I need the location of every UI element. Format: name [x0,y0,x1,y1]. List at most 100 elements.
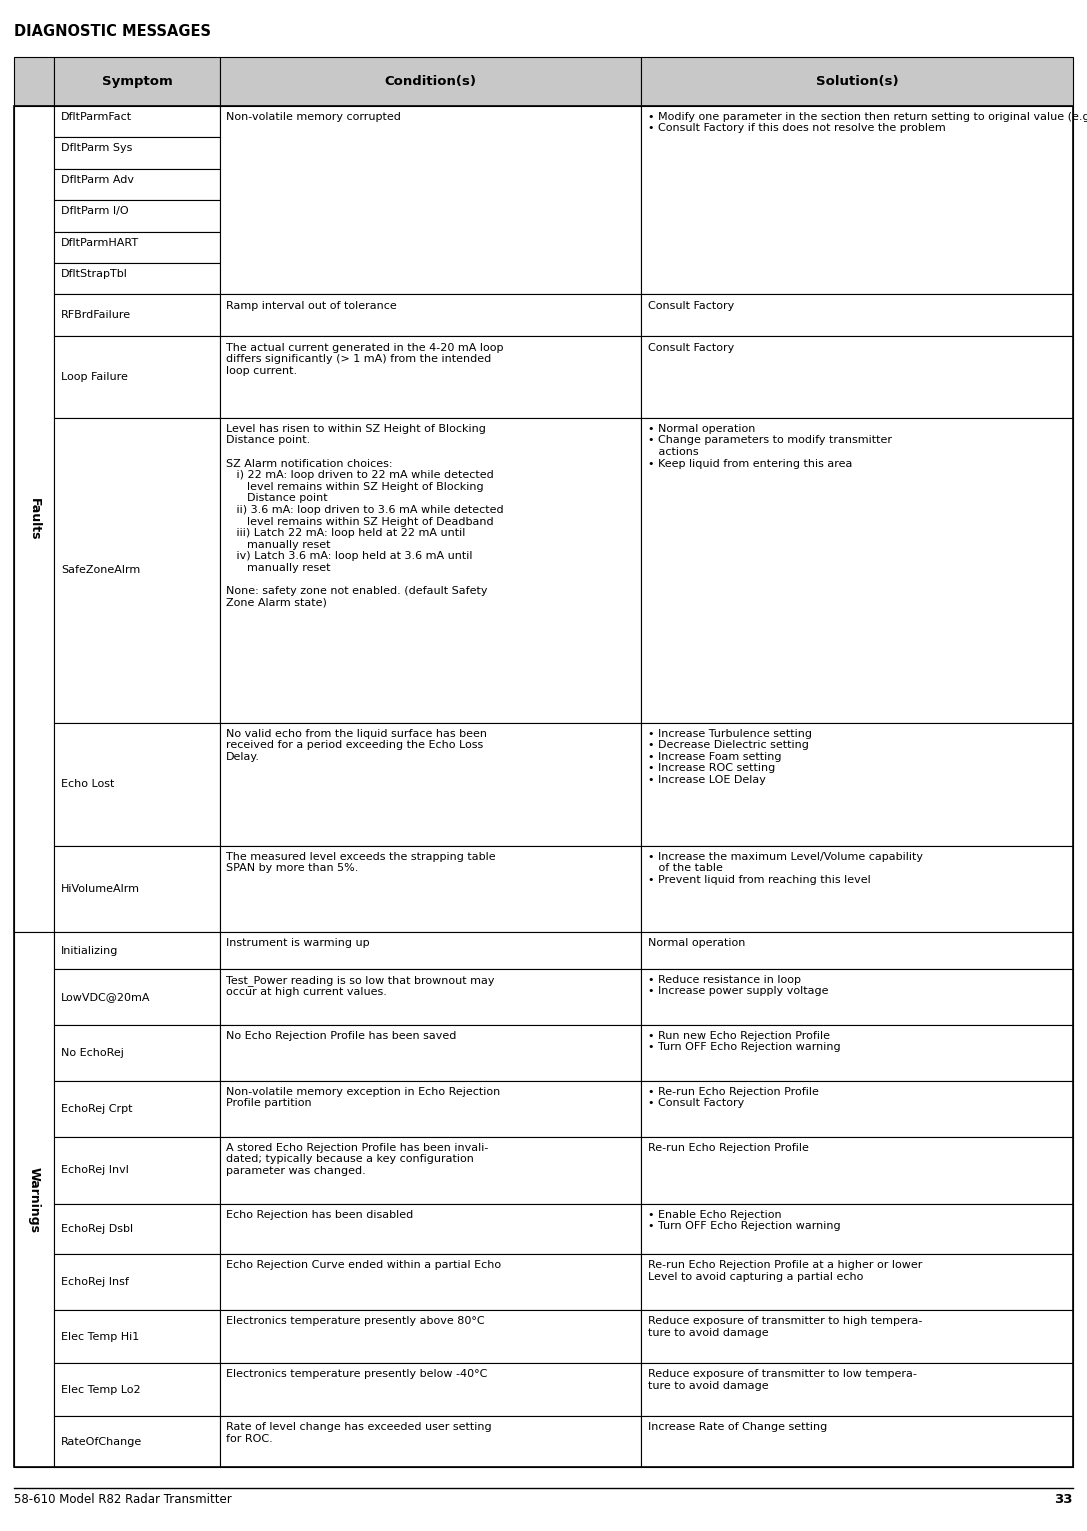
Bar [641,932,1073,969]
Text: Reduce exposure of transmitter to high tempera-
ture to avoid damage: Reduce exposure of transmitter to high t… [648,1317,922,1338]
Text: 33: 33 [1054,1493,1073,1505]
Bar [641,1416,1073,1467]
Text: Elec Temp Lo2: Elec Temp Lo2 [61,1384,140,1395]
Bar [641,1081,1073,1136]
Bar [54,1311,220,1363]
Text: Re-run Echo Rejection Profile at a higher or lower
Level to avoid capturing a pa: Re-run Echo Rejection Profile at a highe… [648,1260,922,1281]
Bar [220,1254,641,1311]
Text: Electronics temperature presently below -40°C: Electronics temperature presently below … [226,1369,487,1379]
Bar [220,1203,641,1254]
Bar [641,294,1073,337]
Text: RateOfChange: RateOfChange [61,1436,142,1447]
Text: • Increase Turbulence setting
• Decrease Dielectric setting
• Increase Foam sett: • Increase Turbulence setting • Decrease… [648,729,812,785]
Bar [54,337,220,418]
Bar [54,1081,220,1136]
Bar [641,418,1073,723]
Text: DfltParmHART: DfltParmHART [61,237,139,248]
Text: No EchoRej: No EchoRej [61,1047,124,1058]
Bar [220,57,641,106]
Bar [220,1136,641,1203]
Text: The actual current generated in the 4-20 mA loop
differs significantly (> 1 mA) : The actual current generated in the 4-20… [226,343,503,375]
Text: DfltParm Adv: DfltParm Adv [61,175,134,185]
Text: • Increase the maximum Level/Volume capability
   of the table
• Prevent liquid : • Increase the maximum Level/Volume capa… [648,851,923,885]
Text: Non-volatile memory corrupted: Non-volatile memory corrupted [226,112,401,122]
Text: EchoRej Crpt: EchoRej Crpt [61,1104,133,1113]
Bar [54,1024,220,1081]
Bar [641,1254,1073,1311]
Bar [641,1136,1073,1203]
Bar [54,138,220,168]
Text: • Run new Echo Rejection Profile
• Turn OFF Echo Rejection warning: • Run new Echo Rejection Profile • Turn … [648,1030,840,1052]
Bar [54,57,220,106]
Text: Initializing: Initializing [61,946,118,955]
Bar [641,1363,1073,1416]
Bar [54,1416,220,1467]
Text: RFBrdFailure: RFBrdFailure [61,311,132,320]
Bar [641,337,1073,418]
Bar [641,845,1073,932]
Bar [220,106,641,294]
Text: No Echo Rejection Profile has been saved: No Echo Rejection Profile has been saved [226,1030,457,1041]
Bar [641,57,1073,106]
Bar [220,969,641,1024]
Text: • Enable Echo Rejection
• Turn OFF Echo Rejection warning: • Enable Echo Rejection • Turn OFF Echo … [648,1209,840,1231]
Bar [641,1203,1073,1254]
Bar [54,1254,220,1311]
Bar [220,1024,641,1081]
Bar [54,1136,220,1203]
Text: Test_Power reading is so low that brownout may
occur at high current values.: Test_Power reading is so low that browno… [226,975,495,997]
Text: Echo Lost: Echo Lost [61,779,114,788]
Text: DfltParm Sys: DfltParm Sys [61,144,133,153]
Text: • Re-run Echo Rejection Profile
• Consult Factory: • Re-run Echo Rejection Profile • Consul… [648,1087,819,1108]
Text: Echo Rejection has been disabled: Echo Rejection has been disabled [226,1209,413,1220]
Text: Reduce exposure of transmitter to low tempera-
ture to avoid damage: Reduce exposure of transmitter to low te… [648,1369,916,1390]
Text: Ramp interval out of tolerance: Ramp interval out of tolerance [226,300,397,311]
Text: Faults: Faults [28,498,40,540]
Text: Increase Rate of Change setting: Increase Rate of Change setting [648,1422,827,1433]
Text: DfltParm I/O: DfltParm I/O [61,207,128,216]
Text: A stored Echo Rejection Profile has been invali-
dated; typically because a key : A stored Echo Rejection Profile has been… [226,1142,488,1176]
Bar [220,1363,641,1416]
Text: Loop Failure: Loop Failure [61,372,128,383]
Bar [641,1024,1073,1081]
Bar [220,932,641,969]
Bar [54,418,220,723]
Text: Instrument is warming up: Instrument is warming up [226,939,370,949]
Bar [54,263,220,294]
Text: • Normal operation
• Change parameters to modify transmitter
   actions
• Keep l: • Normal operation • Change parameters t… [648,424,891,468]
Bar [54,969,220,1024]
Text: 58-610 Model R82 Radar Transmitter: 58-610 Model R82 Radar Transmitter [14,1493,232,1505]
Bar [641,969,1073,1024]
Text: Re-run Echo Rejection Profile: Re-run Echo Rejection Profile [648,1142,809,1153]
Text: Warnings: Warnings [28,1167,40,1232]
Text: EchoRej Insf: EchoRej Insf [61,1277,128,1288]
Text: SafeZoneAlrm: SafeZoneAlrm [61,565,140,576]
Bar [54,294,220,337]
Bar [54,106,220,138]
Text: EchoRej Dsbl: EchoRej Dsbl [61,1223,133,1234]
Text: No valid echo from the liquid surface has been
received for a period exceeding t: No valid echo from the liquid surface ha… [226,729,487,762]
Text: Condition(s): Condition(s) [385,75,476,87]
Bar [220,1311,641,1363]
Bar [14,932,54,1467]
Bar [220,845,641,932]
Bar [641,106,1073,294]
Bar [14,106,1073,1467]
Text: Consult Factory: Consult Factory [648,343,734,352]
Bar [54,201,220,231]
Text: DfltParmFact: DfltParmFact [61,112,132,122]
Bar [54,845,220,932]
Bar [220,294,641,337]
Text: • Reduce resistance in loop
• Increase power supply voltage: • Reduce resistance in loop • Increase p… [648,975,828,997]
Text: Elec Temp Hi1: Elec Temp Hi1 [61,1332,139,1341]
Text: LowVDC@20mA: LowVDC@20mA [61,992,150,1001]
Text: Consult Factory: Consult Factory [648,300,734,311]
Text: Level has risen to within SZ Height of Blocking
Distance point.

SZ Alarm notifi: Level has risen to within SZ Height of B… [226,424,503,608]
Bar [14,106,54,932]
Text: HiVolumeAlrm: HiVolumeAlrm [61,883,140,894]
Bar [54,723,220,845]
Text: • Modify one parameter in the section then return setting to original value (e.g: • Modify one parameter in the section th… [648,112,1087,133]
Bar [220,418,641,723]
Text: Echo Rejection Curve ended within a partial Echo: Echo Rejection Curve ended within a part… [226,1260,501,1271]
Text: Non-volatile memory exception in Echo Rejection
Profile partition: Non-volatile memory exception in Echo Re… [226,1087,500,1108]
